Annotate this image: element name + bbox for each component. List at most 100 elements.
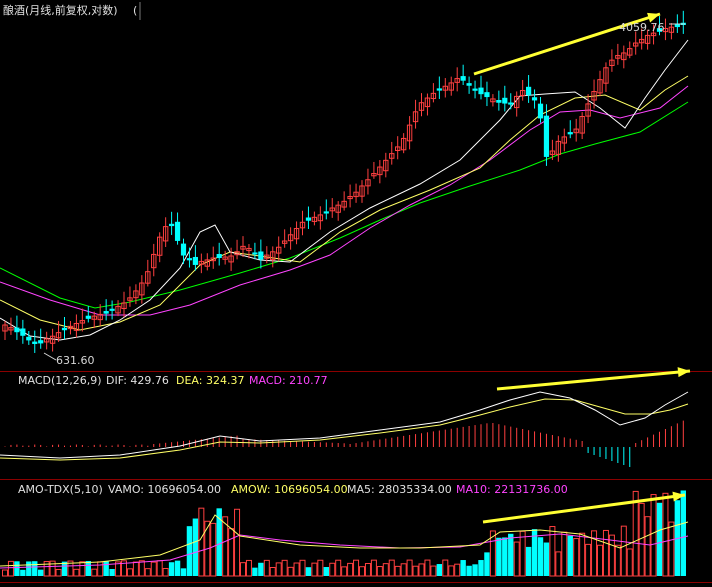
candle-body [490,98,496,103]
candle-body [406,124,413,142]
volume-ma-line [0,514,689,567]
volume-bar [460,560,466,576]
candle-body [597,79,603,94]
candle-body [228,255,234,263]
candle-body [478,87,484,95]
price-panel[interactable]: 酿酒(月线,前复权,对数) ( 4059.76 631.60 [0,2,689,367]
macd-value: MACD: 210.77 [249,374,328,387]
volume-bar [418,563,425,577]
volume-bar [287,566,294,577]
volume-bar [502,537,508,576]
candle-body [8,327,14,331]
candle-body [365,179,371,187]
candle-body [389,153,395,159]
volume-bar [424,559,431,577]
candle-body [91,315,97,320]
candle-body [644,34,651,44]
candle-body [609,59,615,66]
volume-bar [579,532,586,577]
macd-dea: DEA: 324.37 [176,374,244,387]
macd-panel[interactable]: MACD(12,26,9) DIF: 429.76 DEA: 324.37 MA… [0,367,691,467]
candle-body [73,322,80,331]
candle-body [157,236,163,256]
candle-body [508,102,514,105]
candle-body [305,217,312,221]
volume-bar [335,559,342,577]
volume-bar [222,516,229,577]
volume-bar [293,562,300,577]
candle-body [2,324,8,332]
volume-bar [311,562,318,577]
candle-body [383,159,389,172]
candle-body [627,48,633,56]
volume-bar [168,562,175,576]
volume-bar [656,502,663,576]
volume-panel[interactable]: AMO-TDX(5,10) VAMO: 10696054.00 AMOW: 10… [0,483,689,577]
candle-body [103,311,109,314]
candle-body [151,253,157,269]
candle-body [162,226,169,242]
volume-bar [32,561,38,576]
volume-bar [204,520,211,577]
candle-body [460,76,466,81]
price-ma-line [0,85,689,316]
candle-body [97,313,103,321]
volume-bar [680,490,686,576]
volume-bar [376,566,383,577]
volume-bar [591,530,598,577]
volume-bar [180,568,187,576]
candle-body [371,172,377,177]
candle-body [258,251,264,260]
volume-bar [620,525,627,577]
candle-body [61,327,68,331]
candle-body [395,146,401,151]
candle-body [472,88,478,91]
candle-body [43,338,50,343]
volume-bar [662,492,669,577]
vol-amow: AMOW: 10696054.00 [231,483,348,496]
volume-bar [115,561,122,577]
volume-bar [299,559,306,577]
volume-bar [323,567,329,576]
volume-bar [174,560,181,576]
candle-body [299,221,306,229]
candle-body [174,221,181,241]
volume-bar [567,535,573,576]
volume-bar [341,566,348,577]
volume-bar [555,551,562,577]
volume-bar [597,544,603,577]
volume-bar [20,569,26,576]
volume-bar [513,541,520,577]
candle-body [121,302,127,310]
trend-arrow [473,12,661,76]
volume-bar [602,529,609,577]
candle-body [287,234,294,242]
candle-body [454,78,460,83]
volume-bar [275,562,282,577]
candle-body [276,246,282,254]
volume-bar [549,526,556,577]
candle-body [353,191,359,198]
candle-body [38,340,44,344]
candle-body [335,204,341,213]
volume-bar [382,563,389,577]
volume-bar [632,490,639,577]
volume-bar [585,543,592,577]
volume-bar [281,559,288,577]
candle-body [347,195,353,200]
candle-body [127,297,133,301]
candle-body [14,327,20,333]
volume-bar [608,534,615,577]
volume-bar [138,560,145,577]
volume-bar [186,526,193,576]
candle-body [169,223,175,227]
candle-body [20,328,26,336]
trend-arrow-head [647,12,660,23]
volume-bar [126,568,133,577]
candle-body [246,247,252,252]
candle-body [591,91,597,101]
volume-bar [329,562,336,577]
dif-line [0,391,689,459]
title-overflow-mark: ( [133,4,137,17]
